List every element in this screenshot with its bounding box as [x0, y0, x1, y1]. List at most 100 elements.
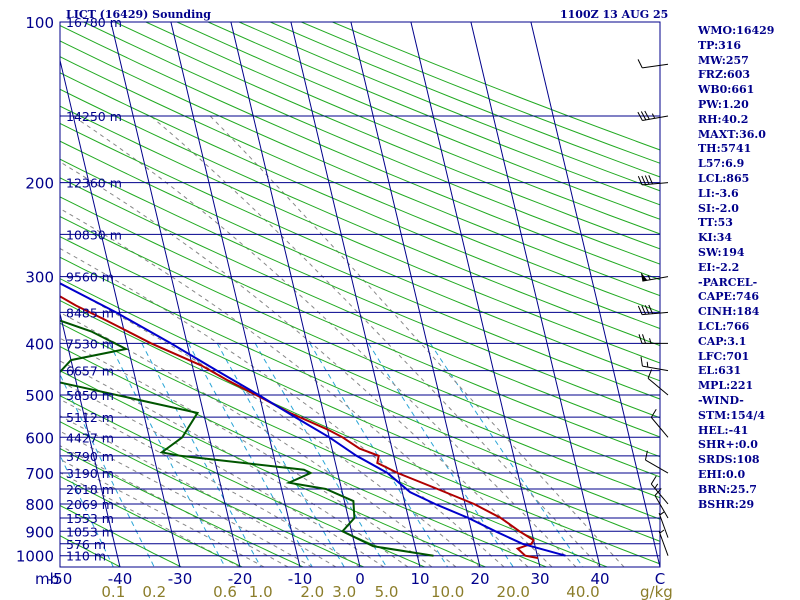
index-item: RH:40.2 [698, 112, 749, 126]
pressure-tick-labels: 100 200 300 400 500 600 700 800 900 1000 [16, 14, 54, 566]
dry-adiabat [114, 22, 660, 250]
isotherm-line [470, 22, 601, 567]
index-item: TT:53 [698, 216, 733, 230]
wind-barb [640, 356, 669, 372]
dry-adiabat [60, 447, 304, 567]
wind-barb-half [647, 274, 651, 280]
mixing-ratio-tick-label: 5.0 [375, 583, 399, 600]
mixing-ratio-line [141, 343, 262, 567]
index-item: CAP:3.1 [698, 334, 747, 348]
wind-barb-flag [641, 305, 647, 315]
index-item: WB0:661 [698, 83, 755, 97]
wind-barb-staff [642, 182, 669, 186]
wind-barb [637, 304, 669, 316]
wind-barb-flag [642, 334, 646, 344]
dry-adiabat [83, 22, 660, 265]
mixing-ratio-tick-label: 2.0 [300, 583, 324, 600]
dry-adiabats [60, 22, 660, 567]
pressure-tick-label: 300 [25, 269, 54, 287]
index-item: LFC:701 [698, 349, 750, 363]
temperature-tick-label: -10 [288, 570, 313, 588]
plot-frame [59, 21, 661, 568]
index-item: KI:34 [698, 231, 733, 245]
wind-barb [658, 529, 669, 556]
index-item: BSHR:29 [698, 497, 755, 511]
mixing-ratio-line [367, 343, 514, 567]
mixing-ratio-tick-label: 1.0 [249, 583, 273, 600]
height-label: 16780 m [66, 15, 122, 30]
wind-barb-flag [641, 175, 647, 185]
height-label: 110 m [66, 549, 106, 564]
height-label: 2069 m [66, 497, 114, 512]
pressure-tick-label: 100 [25, 14, 54, 32]
valid-time: 1100Z 13 AUG 25 [560, 8, 669, 21]
dry-adiabat [60, 122, 660, 382]
wind-barb-flag [640, 356, 643, 367]
wind-barb [650, 475, 669, 505]
temperature-tick-label: -20 [228, 570, 253, 588]
height-label: 3790 m [66, 449, 114, 464]
mixing-ratio-lines [60, 343, 584, 567]
temperature-tick-labels: -50 -40 -30 -20 -10 0 10 20 30 40 C [48, 570, 665, 588]
dry-adiabat [60, 395, 425, 567]
wind-barb-flag [644, 305, 650, 315]
wind-barb-flag [644, 110, 650, 120]
isotherm-line [530, 22, 660, 567]
index-item: MAXT:36.0 [698, 127, 766, 141]
height-label: 1553 m [66, 511, 114, 526]
wind-barb-staff [642, 276, 669, 282]
mixing-ratio-unit-label: g/kg [640, 583, 673, 600]
dry-adiabat [60, 140, 660, 400]
wind-barb-half [649, 338, 652, 344]
index-item: -PARCEL- [698, 275, 758, 289]
mixing-ratio-tick-label: 10.0 [431, 583, 464, 600]
wind-barbs [637, 59, 669, 556]
pressure-tick-label: 900 [25, 523, 54, 541]
wind-barb [658, 511, 669, 538]
wind-barb-staff [642, 115, 669, 121]
pressure-tick-label: 700 [25, 465, 54, 483]
parcel-line [60, 282, 566, 557]
wind-barb-half [659, 529, 665, 534]
pressure-tick-label: 500 [25, 387, 54, 405]
isotherm-line [60, 311, 121, 567]
wind-barb-staff [654, 495, 669, 519]
index-item: LCL:766 [698, 319, 750, 333]
dry-adiabat [60, 504, 182, 567]
isotherms [60, 22, 660, 567]
height-label: 8485 m [66, 305, 114, 320]
dry-adiabat [60, 236, 660, 499]
dry-adiabat [60, 158, 660, 419]
station-title: LICT (16429) Sounding [66, 8, 211, 21]
wind-barb-flag [638, 334, 643, 344]
wind-barb-flag [644, 450, 648, 461]
wind-barb-staff [650, 417, 669, 438]
wind-barb-staff [647, 377, 669, 396]
index-item: EHI:0.0 [698, 467, 746, 481]
pressure-tick-label: 800 [25, 496, 54, 514]
index-item: SHR+:0.0 [698, 438, 758, 452]
index-item: TP:316 [698, 38, 742, 52]
dry-adiabat [60, 88, 660, 347]
temperature-tick-label: 30 [530, 570, 549, 588]
pressure-tick-label: 600 [25, 429, 54, 447]
dry-adiabat [60, 322, 608, 567]
isotherm-line [60, 58, 181, 567]
dry-adiabat [60, 56, 660, 313]
index-item: SI:-2.0 [698, 201, 739, 215]
height-label: 7530 m [66, 336, 114, 351]
isobars [60, 21, 660, 557]
isotherm-line [290, 22, 421, 567]
height-label: 2618 m [66, 482, 114, 497]
mixing-ratio-tick-labels: 0.1 0.2 0.6 1.0 2.0 3.0 5.0 10.0 20.0 40.0 [101, 583, 599, 600]
height-label: 10830 m [66, 227, 122, 242]
wind-barb-flag [637, 305, 643, 315]
index-item: -WIND- [698, 393, 744, 407]
wind-barb-flag [650, 409, 657, 418]
temperature-tick-label: 20 [470, 570, 489, 588]
height-label: 1053 m [66, 524, 114, 539]
dry-adiabat [60, 346, 547, 567]
dry-adiabat [60, 196, 660, 458]
isotherm-line [230, 22, 361, 567]
